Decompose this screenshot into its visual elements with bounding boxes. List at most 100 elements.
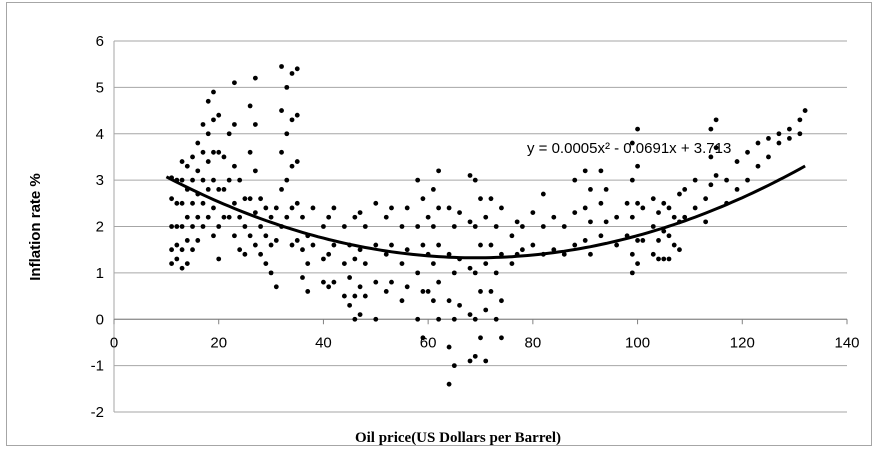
data-point [629, 140, 635, 146]
data-point [211, 205, 216, 211]
data-point [169, 247, 174, 253]
data-point [216, 149, 222, 155]
data-point [211, 117, 216, 123]
data-point [237, 214, 243, 220]
data-point [205, 214, 211, 220]
data-point [242, 196, 248, 202]
data-point [650, 196, 656, 202]
data-point [357, 210, 363, 215]
data-point [252, 242, 258, 248]
data-point [472, 177, 478, 183]
data-point [389, 279, 394, 285]
data-point [383, 289, 389, 294]
data-point [404, 247, 410, 253]
data-point [703, 196, 709, 202]
data-point [221, 187, 227, 192]
data-point [572, 177, 578, 183]
data-point [216, 112, 222, 118]
data-point [179, 247, 185, 253]
data-point [656, 238, 661, 243]
data-point [430, 224, 436, 229]
data-point [195, 140, 201, 146]
data-point [640, 238, 646, 243]
data-point [436, 279, 442, 285]
data-point [321, 279, 326, 285]
data-point [713, 117, 719, 123]
data-point [211, 89, 216, 95]
data-point [666, 233, 672, 239]
data-point [232, 233, 237, 239]
data-point [467, 173, 473, 178]
data-point [635, 261, 640, 266]
data-point [629, 214, 635, 220]
data-point [582, 205, 588, 211]
data-point [436, 168, 442, 174]
data-point [174, 224, 180, 229]
data-point [677, 191, 682, 197]
data-point [603, 219, 609, 225]
data-point [190, 177, 195, 183]
data-point [708, 182, 714, 188]
data-point [650, 251, 656, 257]
data-point [457, 210, 462, 215]
data-point [352, 316, 358, 322]
data-point [226, 131, 232, 137]
data-point [483, 261, 489, 266]
x-tick-labels: 0 20 40 60 80 100 120 140 [110, 319, 860, 351]
data-point [232, 122, 237, 127]
data-point [404, 284, 410, 290]
data-point [446, 381, 452, 387]
data-point [331, 205, 337, 211]
data-point [232, 80, 237, 86]
data-point [446, 205, 452, 211]
data-point [357, 284, 363, 290]
y-axis-label: Inflation rate % [27, 173, 44, 281]
data-point [258, 196, 263, 202]
data-point [362, 293, 368, 299]
data-point [483, 214, 489, 220]
x-tick-label: 140 [834, 334, 859, 351]
data-point [205, 131, 211, 137]
data-point [347, 302, 353, 308]
data-point [247, 103, 253, 109]
axes [113, 41, 847, 412]
data-point [603, 187, 609, 192]
data-point [216, 256, 222, 262]
data-point [478, 196, 483, 202]
data-point [242, 224, 248, 229]
data-point [629, 270, 635, 276]
data-point [493, 316, 499, 322]
data-point [179, 177, 185, 183]
data-point [776, 140, 782, 146]
data-point [755, 163, 761, 169]
data-point [174, 200, 180, 206]
data-point [294, 159, 300, 164]
data-point [268, 242, 274, 248]
data-point [216, 224, 222, 229]
data-point [184, 214, 190, 220]
data-point [205, 98, 211, 104]
y-tick-label: 3 [96, 172, 104, 189]
data-point [190, 224, 195, 229]
data-point [499, 205, 504, 211]
data-point [415, 270, 421, 276]
data-point [598, 200, 604, 206]
data-point [598, 233, 604, 239]
data-point [284, 131, 290, 137]
data-point [467, 265, 473, 271]
data-point [582, 238, 588, 243]
data-point [216, 187, 222, 192]
data-point [661, 228, 667, 234]
data-point [734, 159, 740, 164]
data-point [232, 200, 237, 206]
data-point [389, 205, 394, 211]
data-point [451, 270, 457, 276]
data-point [300, 275, 305, 280]
data-point [446, 344, 452, 350]
data-point [237, 247, 243, 253]
data-point [373, 242, 379, 248]
data-point [174, 242, 180, 248]
data-point [383, 214, 389, 220]
data-point [347, 275, 353, 280]
data-point [509, 261, 515, 266]
